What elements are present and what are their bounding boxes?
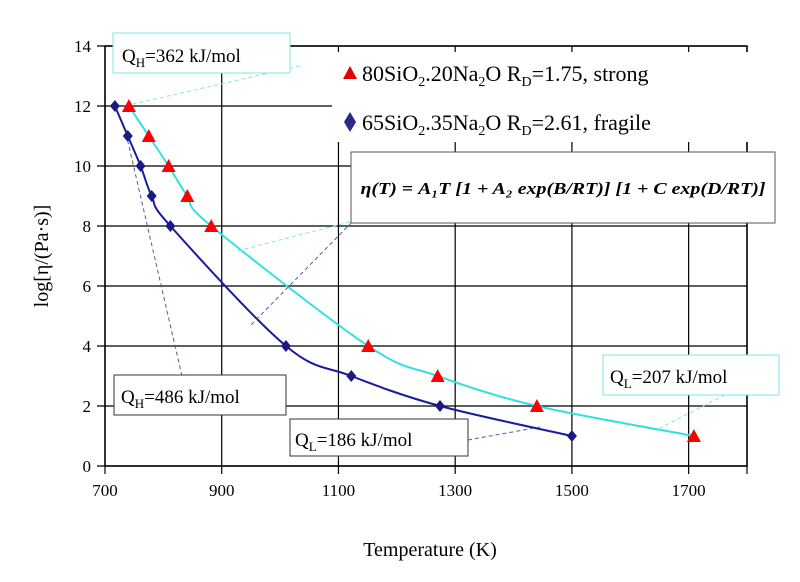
x-tick-label: 1100 bbox=[322, 481, 355, 500]
leader-ql-fragile bbox=[467, 426, 541, 441]
svg-text:QL=186 kJ/mol: QL=186 kJ/mol bbox=[295, 430, 412, 454]
series-curve-0 bbox=[128, 105, 695, 437]
y-tick-label: 4 bbox=[83, 337, 92, 356]
x-tick-label: 1500 bbox=[555, 481, 589, 500]
triangle-marker bbox=[361, 339, 376, 352]
legend-entry-fragile: 65SiO2.35Na2O RD=2.61, fragile bbox=[362, 110, 651, 139]
svg-text:QH=362 kJ/mol: QH=362 kJ/mol bbox=[122, 46, 241, 70]
diamond-marker bbox=[280, 340, 291, 352]
formula-box: η(T) = A₁T [1 + A₂ exp(B/RT)] [1 + C exp… bbox=[350, 151, 776, 224]
x-tick-label: 700 bbox=[92, 481, 118, 500]
annotation-qh-fragile: QH=486 kJ/mol bbox=[113, 374, 287, 416]
legend-triangle-marker bbox=[343, 66, 357, 79]
svg-text:QH=486 kJ/mol: QH=486 kJ/mol bbox=[121, 387, 240, 411]
leader-formula-fragile bbox=[249, 221, 353, 327]
x-tick-label: 1700 bbox=[672, 481, 706, 500]
leader-ql-strong bbox=[659, 394, 726, 429]
diamond-marker bbox=[122, 130, 133, 142]
diamond-marker bbox=[135, 160, 146, 172]
leader-qh-fragile bbox=[127, 141, 183, 377]
triangle-marker bbox=[161, 159, 176, 172]
y-tick-label: 6 bbox=[83, 277, 92, 296]
legend-diamond-marker bbox=[344, 112, 356, 132]
y-tick-label: 2 bbox=[83, 397, 92, 416]
triangle-marker bbox=[430, 369, 445, 382]
diamond-marker bbox=[346, 370, 357, 382]
triangle-marker bbox=[121, 99, 136, 112]
diamond-marker bbox=[566, 430, 577, 442]
legend: 80SiO2.20Na2O RD=1.75, strong 65SiO2.35N… bbox=[332, 52, 772, 142]
svg-text:QL=207 kJ/mol: QL=207 kJ/mol bbox=[610, 367, 727, 391]
x-tick-label: 900 bbox=[209, 481, 235, 500]
triangle-marker bbox=[180, 189, 195, 202]
triangle-marker bbox=[141, 129, 156, 142]
y-axis-label: log[η/(Pa·s)] bbox=[31, 205, 53, 308]
data-markers bbox=[109, 99, 701, 442]
leader-formula-strong bbox=[236, 221, 351, 252]
diamond-marker bbox=[109, 100, 120, 112]
tick-labels: 0 2 4 6 8 10 12 14 700 900 1100 1300 1500 1700 bbox=[74, 37, 706, 500]
triangle-marker bbox=[204, 219, 219, 232]
diamond-marker bbox=[435, 400, 446, 412]
y-tick-label: 0 bbox=[83, 457, 92, 476]
y-tick-label: 8 bbox=[83, 217, 92, 236]
x-tick-label: 1300 bbox=[438, 481, 472, 500]
x-axis-label: Temperature (K) bbox=[363, 539, 497, 561]
y-tick-label: 10 bbox=[74, 157, 91, 176]
y-tick-label: 14 bbox=[74, 37, 92, 56]
triangle-marker bbox=[686, 429, 701, 442]
diamond-marker bbox=[146, 190, 157, 202]
diamond-marker bbox=[165, 220, 176, 232]
annotation-ql-strong: QL=207 kJ/mol bbox=[602, 354, 780, 396]
annotation-ql-fragile: QL=186 kJ/mol bbox=[289, 418, 469, 457]
legend-entry-strong: 80SiO2.20Na2O RD=1.75, strong bbox=[362, 61, 649, 90]
formula-text: η(T) = A₁T [1 + A₂ exp(B/RT)] [1 + C exp… bbox=[361, 179, 766, 198]
annotation-qh-strong: QH=362 kJ/mol bbox=[112, 32, 291, 74]
y-tick-label: 12 bbox=[74, 97, 91, 116]
triangle-marker bbox=[529, 399, 544, 412]
